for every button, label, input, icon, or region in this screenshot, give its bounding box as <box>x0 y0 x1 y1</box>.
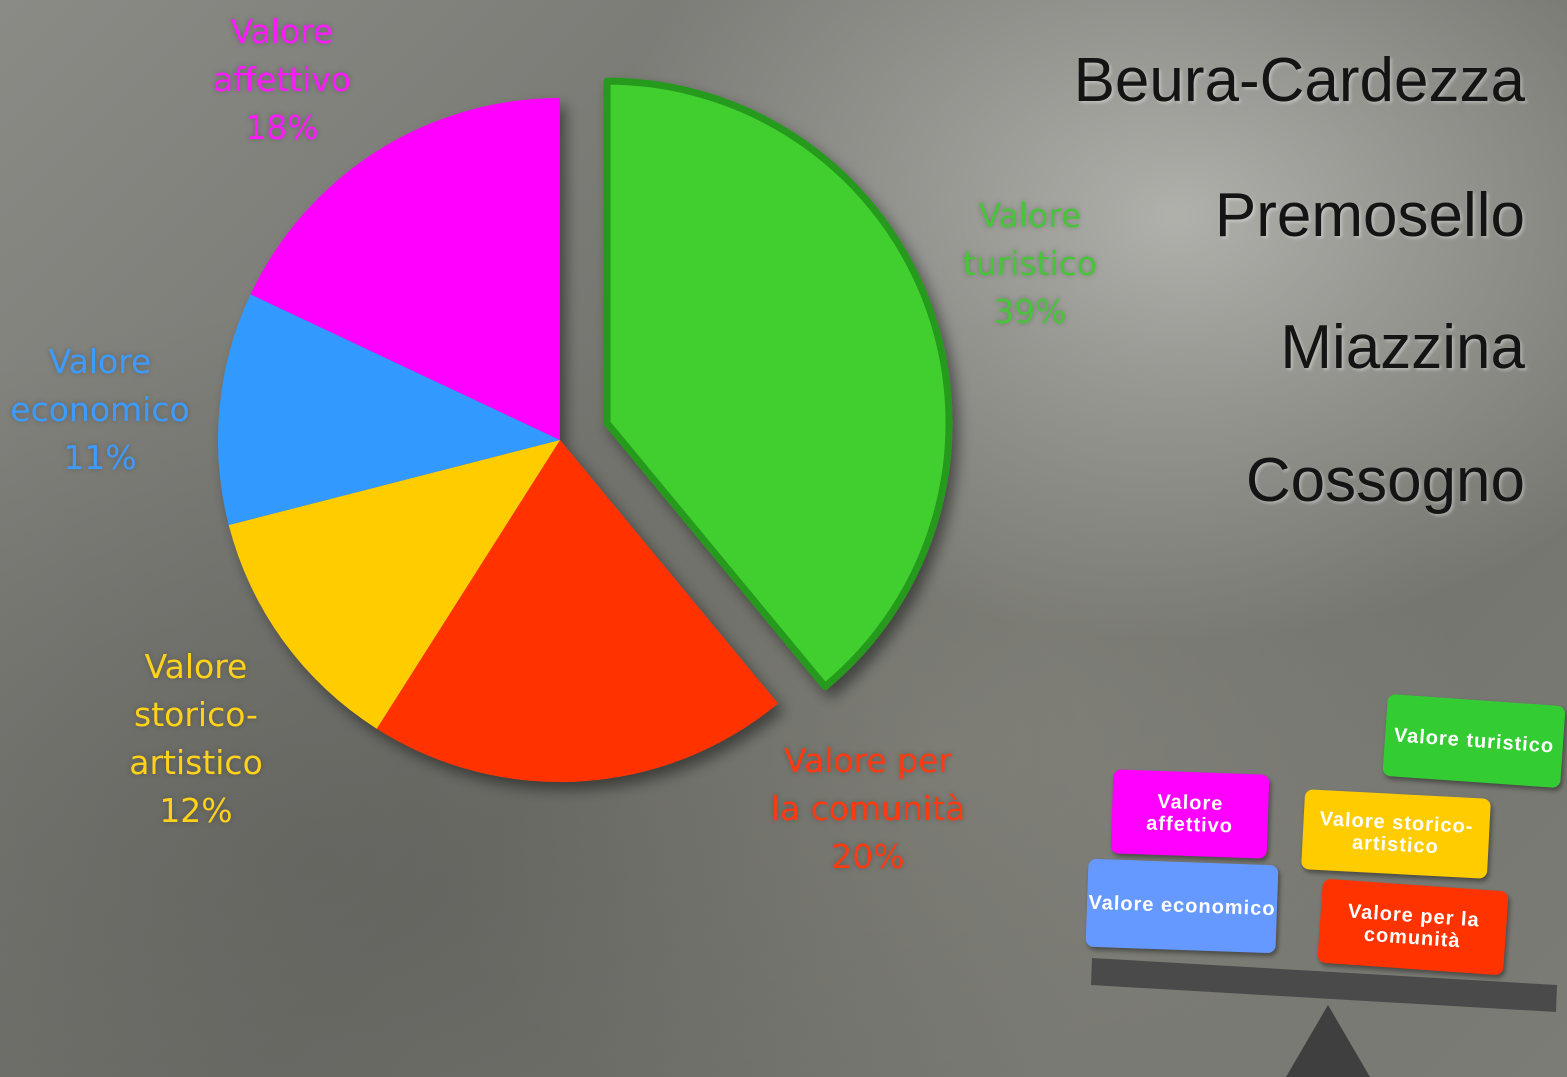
pie-slice <box>603 77 953 691</box>
category-label: Valore storico-artistico <box>129 647 263 782</box>
value-label: 18% <box>245 107 319 147</box>
pie-slice <box>228 440 560 729</box>
town: Beura-Cardezza <box>1073 46 1525 115</box>
slice-label: Valore storico-artistico 12% <box>121 643 271 834</box>
slice-label: Valore affettivo 18% <box>202 8 362 152</box>
slice-label: Valore per la comunità 20% <box>766 737 971 881</box>
slice-label: Valore turistico 39% <box>955 192 1105 336</box>
pie <box>217 77 953 782</box>
balance-block: Valore economico <box>1085 858 1279 954</box>
town: Premosello <box>1214 181 1525 250</box>
balance-block: Valore per la comunità <box>1317 878 1509 976</box>
balance-block: Valore turistico <box>1382 693 1566 789</box>
balance-block: Valore affettivo <box>1110 769 1270 859</box>
value-label: 20% <box>831 836 905 876</box>
value-label: 39% <box>993 291 1067 331</box>
category-label: Valore economico <box>10 342 190 429</box>
pie-slice <box>217 294 560 526</box>
balance-fulcrum <box>1286 1005 1370 1077</box>
balance-beam <box>1091 958 1557 1012</box>
value-label: 12% <box>159 790 233 830</box>
category-label: Valore per la comunità <box>770 741 966 828</box>
pie-slice <box>250 98 561 440</box>
category-label: Valore turistico <box>962 196 1098 283</box>
pie-slice <box>376 440 778 782</box>
category-label: Valore affettivo <box>212 12 352 99</box>
balance-block: Valore storico-artistico <box>1301 789 1491 879</box>
town: Miazzina <box>1280 313 1525 382</box>
town: Cossogno <box>1245 446 1525 515</box>
slice-label: Valore economico 11% <box>5 338 195 482</box>
value-label: 11% <box>63 437 137 477</box>
